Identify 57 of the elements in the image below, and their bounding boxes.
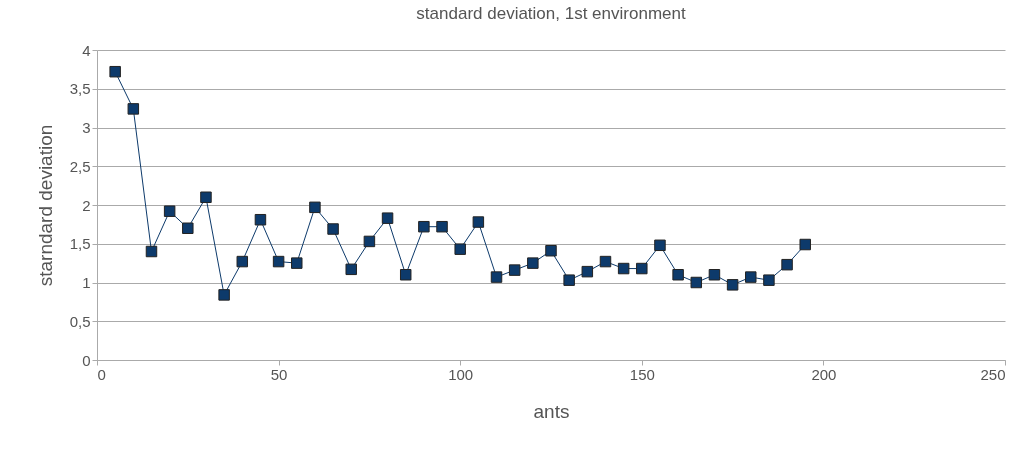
point: [527, 257, 539, 269]
point: [745, 271, 757, 283]
point: [127, 103, 140, 115]
y-tick-label: 3,5: [69, 80, 91, 98]
point: [418, 220, 430, 233]
y-tick-label: 0,5: [69, 312, 91, 330]
x-tick-label: 0: [97, 365, 106, 383]
point: [254, 213, 267, 226]
point: [163, 205, 176, 217]
point: [763, 274, 775, 286]
point: [272, 255, 285, 268]
point: [799, 238, 811, 251]
x-axis-title: ants: [533, 400, 570, 422]
point: [545, 244, 557, 257]
point: [454, 243, 466, 255]
point: [291, 257, 303, 269]
y-tick-label: 2: [82, 196, 91, 214]
point: [599, 255, 612, 268]
point: [399, 269, 412, 281]
y-tick-label: 1,5: [69, 235, 91, 253]
point: [381, 212, 394, 224]
y-tick-label: 1: [82, 274, 91, 291]
x-tick-label: 150: [629, 365, 655, 383]
point: [472, 216, 485, 228]
x-tick-label: 100: [448, 365, 474, 383]
point: [309, 201, 321, 214]
point: [182, 222, 194, 234]
point: [436, 220, 448, 233]
x-tick-label: 50: [270, 365, 288, 383]
point: [581, 265, 594, 278]
point: [654, 239, 666, 252]
point: [781, 258, 793, 271]
x-tick-label: 250: [980, 365, 1006, 383]
point: [690, 276, 703, 289]
point: [327, 223, 339, 235]
y-axis-title: starndard deviation: [34, 124, 56, 287]
chart-title: standard deviation, 1st environment: [416, 4, 686, 23]
point: [236, 255, 249, 268]
point: [617, 262, 630, 275]
point: [145, 245, 158, 258]
point: [109, 65, 121, 78]
point: [563, 274, 575, 286]
point: [345, 263, 357, 276]
point: [490, 271, 503, 283]
y-tick-label: 4: [82, 41, 91, 59]
point: [672, 269, 684, 281]
y-tick-label: 0: [82, 351, 91, 369]
y-tick-label: 2,5: [69, 157, 91, 175]
point: [508, 264, 521, 276]
point: [218, 289, 230, 301]
point: [726, 279, 739, 291]
y-tick-label: 3: [82, 119, 91, 136]
point: [363, 235, 376, 248]
point: [708, 269, 721, 281]
point: [200, 191, 212, 203]
point: [636, 262, 648, 275]
x-tick-label: 200: [811, 365, 837, 383]
